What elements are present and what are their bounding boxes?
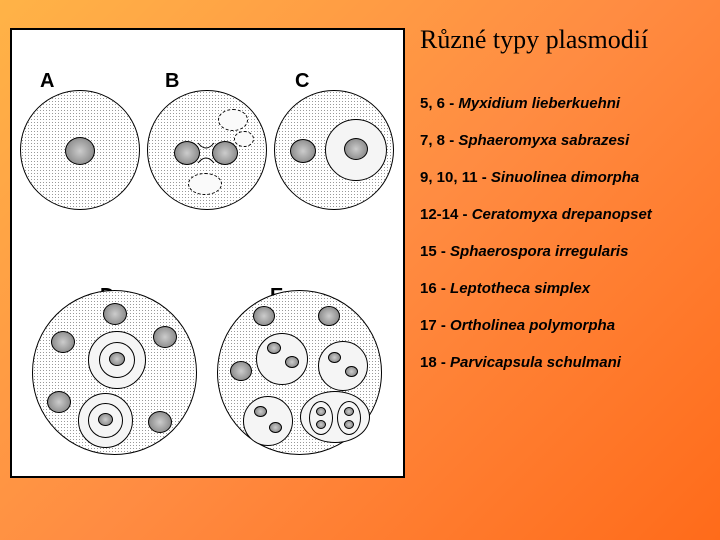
inner-cell-icon [325,119,387,181]
inner-ring-icon [88,403,123,438]
inner-cell-icon [243,396,293,446]
entry-species: Sphaerospora irregularis [450,243,628,260]
nucleus-icon [344,138,368,160]
diagram-label-c: C [295,70,309,93]
entry-sep: - [445,95,458,112]
inner-cell-icon [318,341,368,391]
entry-numbers: 15 [420,243,437,260]
diagram-box: A B C D E [10,28,405,478]
species-entry: 18 - Parvicapsula schulmani [420,354,720,371]
nucleus-icon [290,139,316,163]
entry-numbers: 17 [420,317,437,334]
nucleus-icon [267,342,281,354]
nucleus-icon [253,306,275,326]
nucleus-icon [65,137,95,165]
nucleus-icon [318,306,340,326]
species-entry: 17 - Ortholinea polymorpha [420,317,720,334]
nucleus-icon [148,411,172,433]
nucleus-icon [345,366,358,377]
spore-icon [337,401,361,435]
cell-e [217,290,382,455]
entry-species: Myxidium lieberkuehni [458,95,620,112]
entry-sep: - [445,132,458,149]
cell-b [147,90,267,210]
cell-c [274,90,394,210]
connector-icon [196,141,216,165]
nucleus-icon [153,326,177,348]
species-entry: 16 - Leptotheca simplex [420,280,720,297]
entry-sep: - [458,206,471,223]
nucleus-icon [254,406,267,417]
nucleus-icon [285,356,299,368]
cell-a [20,90,140,210]
entry-species: Leptotheca simplex [450,280,590,297]
entry-sep: - [437,317,450,334]
entry-numbers: 18 [420,354,437,371]
entry-species: Ceratomyxa drepanopset [472,206,652,223]
entry-sep: - [478,169,491,186]
entry-numbers: 5, 6 [420,95,445,112]
entry-numbers: 12-14 [420,206,458,223]
diagram-label-b: B [165,70,179,93]
entry-species: Ortholinea polymorpha [450,317,615,334]
entry-species: Parvicapsula schulmani [450,354,621,371]
inner-ring-icon [99,342,135,378]
species-entry: 15 - Sphaerospora irregularis [420,243,720,260]
nucleus-icon [103,303,127,325]
spore-icon [309,401,333,435]
slide-title: Různé typy plasmodií [420,25,720,55]
nucleus-icon [344,407,354,416]
entry-species: Sphaeromyxa sabrazesi [458,132,629,149]
entry-sep: - [437,280,450,297]
vesicle-icon [188,173,222,195]
nucleus-icon [109,352,125,366]
entry-numbers: 9, 10, 11 [420,169,478,186]
entry-sep: - [437,354,450,371]
text-column: Různé typy plasmodií 5, 6 - Myxidium lie… [420,25,720,391]
entry-numbers: 16 [420,280,437,297]
inner-cell-icon [78,393,133,448]
nucleus-icon [269,422,282,433]
slide: A B C D E [0,0,720,540]
vesicle-icon [234,131,254,147]
nucleus-icon [316,420,326,429]
nucleus-icon [47,391,71,413]
inner-cell-icon [256,333,308,385]
species-entry: 9, 10, 11 - Sinuolinea dimorpha [420,169,720,186]
nucleus-icon [230,361,252,381]
inner-cell-icon [88,331,146,389]
nucleus-icon [51,331,75,353]
nucleus-icon [344,420,354,429]
species-entry: 12-14 - Ceratomyxa drepanopset [420,206,720,223]
species-entry: 7, 8 - Sphaeromyxa sabrazesi [420,132,720,149]
diagram-label-a: A [40,70,54,93]
spore-capsule-icon [300,391,370,443]
vesicle-icon [218,109,248,131]
entry-sep: - [437,243,450,260]
entry-species: Sinuolinea dimorpha [491,169,639,186]
nucleus-icon [328,352,341,363]
entry-numbers: 7, 8 [420,132,445,149]
nucleus-icon [316,407,326,416]
nucleus-icon [98,413,113,426]
species-entry: 5, 6 - Myxidium lieberkuehni [420,95,720,112]
cell-d [32,290,197,455]
